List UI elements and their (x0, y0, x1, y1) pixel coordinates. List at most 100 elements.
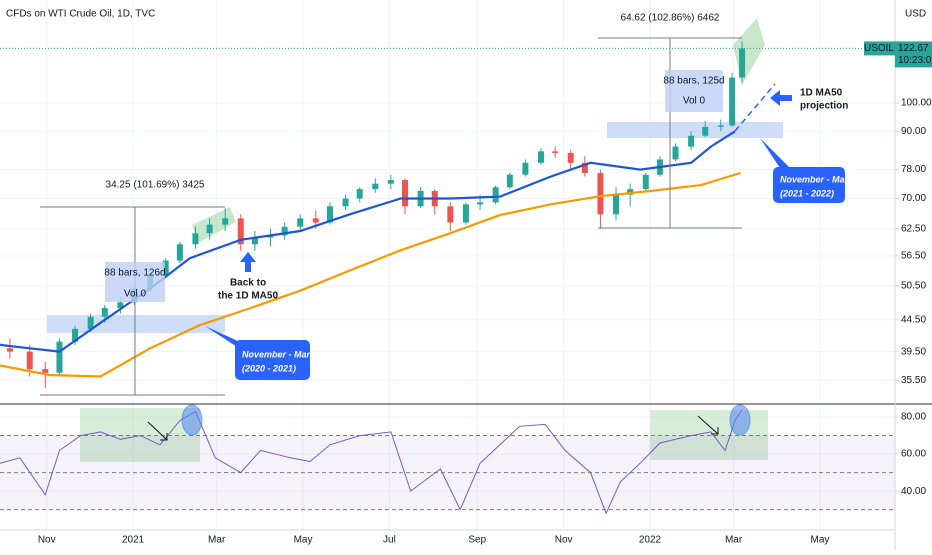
x-tick-label: 2021 (122, 535, 145, 546)
axis-layer: Nov 2021 Mar May Jul Sep Nov 2022 Mar May 100.00 90… (38, 41, 932, 546)
annotation-text: the 1D MA50 (218, 291, 278, 302)
arrow-up (240, 252, 256, 272)
candle-body (281, 226, 288, 236)
measure-label (665, 70, 723, 112)
x-tick-label: Sep (468, 535, 486, 546)
candle-body (462, 204, 469, 223)
marks-layer (0, 41, 895, 515)
candle-body (251, 237, 258, 245)
y-tick-label: 50.50 (901, 281, 926, 292)
candle-body (447, 206, 454, 223)
x-tick-label: Mar (208, 535, 226, 546)
y-tick-label: 60.00 (901, 449, 926, 460)
candle-body (206, 224, 213, 234)
candle-body (26, 351, 33, 370)
callout-text: (2021 - 2022) (780, 188, 834, 198)
y-tick-label: 40.00 (901, 486, 926, 497)
annotation-text: Back to (230, 278, 266, 289)
candle-body (176, 244, 183, 261)
currency: USD (905, 9, 926, 20)
measure-volume: Vol 0 (124, 289, 147, 300)
price-tag (895, 41, 932, 68)
candle-body (162, 260, 169, 276)
candle-body (117, 302, 124, 308)
candle-body (537, 151, 544, 163)
measure-range: 88 bars, 125d (663, 76, 724, 87)
arrow (147, 415, 719, 441)
candle-body (342, 198, 349, 207)
y-tick-label: 56.50 (901, 250, 926, 261)
highlight-zone (607, 122, 783, 138)
measure-text: 34.25 (101.69%) 3425 (106, 180, 205, 191)
highlight-circle (729, 404, 751, 436)
candle-body (522, 162, 529, 175)
candle-body (613, 194, 620, 215)
callout-text: (2020 - 2021) (242, 363, 296, 373)
candle-body (222, 218, 229, 225)
y-tick-label: 100.00 (901, 98, 932, 109)
candle-body (372, 183, 379, 190)
candle-body (297, 218, 304, 227)
y-tick-label: 35.50 (901, 375, 926, 386)
countdown-label: 10:23:09 (898, 55, 932, 66)
candle-body (581, 162, 588, 174)
candle-body (506, 174, 513, 188)
measure-volume: Vol 0 (683, 96, 706, 107)
symbol-tag (864, 41, 895, 56)
x-tick-label: Jul (383, 535, 396, 546)
callout: November - March (2020 - 2021) November … (205, 138, 859, 380)
x-tick-label: 2022 (639, 535, 662, 546)
candle-body (192, 233, 199, 245)
candle-body (237, 218, 244, 245)
annotation-text: projection (800, 101, 848, 112)
price-label: 122.67 (898, 43, 929, 54)
candle-body (42, 369, 49, 373)
measure-label (105, 262, 165, 302)
candle-body (402, 180, 409, 207)
candle-body (492, 187, 499, 203)
candle-body (597, 173, 604, 215)
candle-body (717, 125, 724, 127)
candle-body (6, 348, 13, 352)
callout-text: November - March (242, 349, 321, 359)
projection-line (734, 83, 776, 132)
measure-range: 88 bars, 126d (104, 268, 165, 279)
candle-body (688, 135, 695, 147)
candle-body (642, 174, 649, 190)
candle-body (312, 218, 319, 223)
candle-body (729, 77, 736, 126)
rsi-band-layer (0, 435, 895, 511)
candle-body (627, 189, 634, 195)
symbol-label: USOIL (864, 43, 894, 54)
highlight-zone (733, 18, 765, 85)
x-tick-label: May (294, 535, 313, 546)
y-tick-label: 80.00 (901, 412, 926, 423)
measure-text: 64.62 (102.86%) 6462 (621, 13, 720, 24)
moving-average-line (0, 171, 741, 378)
candle-body (56, 341, 63, 373)
measure-left (40, 37, 742, 396)
y-tick-label: 39.50 (901, 346, 926, 357)
y-tick-label: 70.00 (901, 193, 926, 204)
highlight-zone (80, 408, 200, 462)
annotation-text: 1D MA50 (800, 88, 843, 99)
rsi-line (0, 409, 743, 515)
candle-body (326, 206, 333, 223)
y-tick-label: 78.00 (901, 164, 926, 175)
highlight-circle (181, 404, 203, 436)
candle-body (672, 146, 679, 160)
y-tick-label: 62.50 (901, 223, 926, 234)
arrow-left (770, 90, 792, 106)
candle-body (87, 316, 94, 329)
callout-box (773, 167, 845, 203)
moving-average-line (0, 130, 736, 353)
x-tick-label: Mar (725, 535, 743, 546)
candle-body (567, 152, 574, 163)
candle-body (356, 189, 363, 199)
chart-title: CFDs on WTI Crude Oil, 1D, TVC (6, 9, 155, 20)
x-tick-label: Nov (38, 535, 56, 546)
y-tick-label: 90.00 (901, 126, 926, 137)
candle-body (739, 48, 746, 78)
x-tick-label: May (810, 535, 829, 546)
